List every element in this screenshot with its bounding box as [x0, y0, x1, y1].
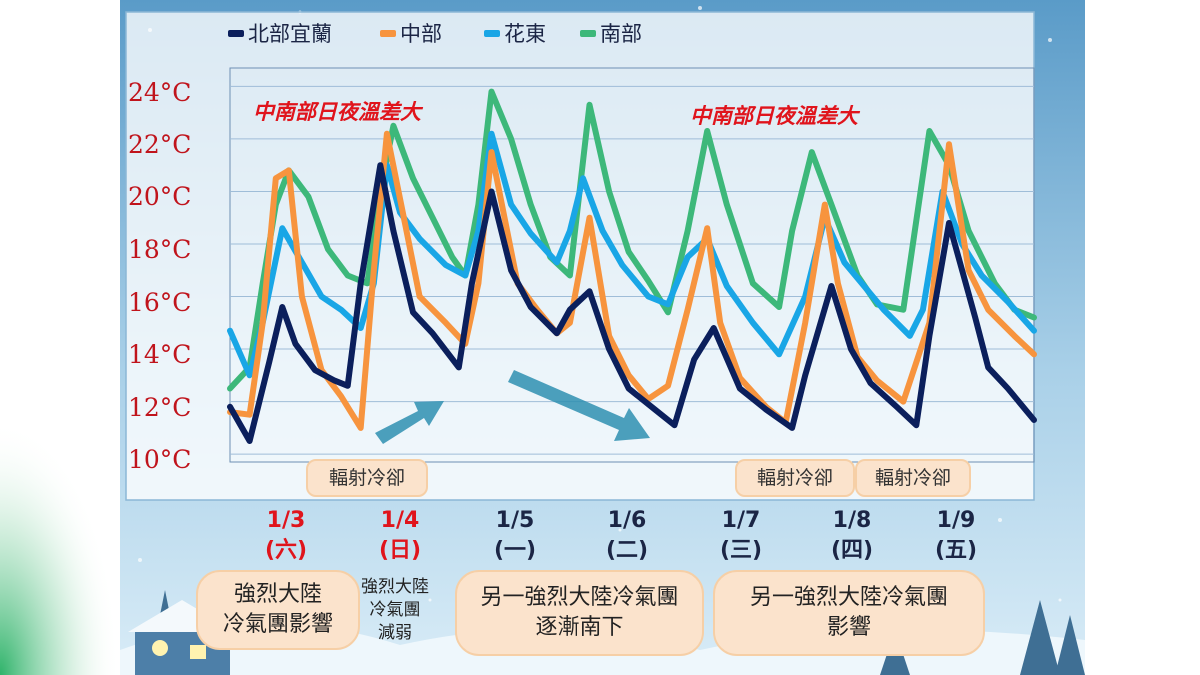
radiative-cooling-label: 輻射冷卻: [735, 459, 855, 497]
plot-area-border: [229, 67, 1035, 463]
date-text: 1/9: [936, 508, 976, 533]
date-text: 1/7: [721, 508, 761, 533]
y-tick-label: 10°C: [128, 445, 192, 474]
date-text: 1/3: [266, 508, 306, 533]
cold-air-approaching-box: 另一強烈大陸冷氣團 逐漸南下: [455, 570, 704, 656]
legend-swatch: [484, 29, 500, 37]
arrow-icon: [375, 401, 444, 444]
legend-label: 北部宜蘭: [248, 22, 332, 46]
y-tick-label: 20°C: [128, 182, 192, 211]
date-text: 1/8: [832, 508, 872, 533]
legend-label: 南部: [600, 22, 642, 46]
weekday-text: (一): [493, 538, 537, 563]
date-label-0104: 1/4 (日): [360, 506, 440, 566]
annotation-day-night-diff-left: 中南部日夜溫差大: [253, 100, 421, 124]
series-line-central: [227, 130, 1037, 431]
radiative-cooling-label: 輻射冷卻: [306, 459, 428, 497]
weekday-text: (六): [264, 538, 308, 563]
legend-swatch: [380, 29, 396, 37]
date-label-0107: 1/7 (三): [701, 506, 781, 566]
cold-air-strong-box: 強烈大陸 冷氣團影響: [196, 570, 360, 650]
y-tick-label: 14°C: [128, 340, 192, 369]
weekday-text: (二): [605, 538, 649, 563]
annotation-day-night-diff-right: 中南部日夜溫差大: [690, 104, 858, 128]
legend-item-central: 中部: [380, 18, 442, 48]
date-label-0106: 1/6 (二): [587, 506, 667, 566]
trend-arrows: [375, 370, 650, 444]
date-label-0105: 1/5 (一): [475, 506, 555, 566]
cold-air-weakening-text: 強烈大陸 冷氣團 減弱: [361, 577, 429, 643]
legend-label: 花東: [504, 22, 546, 46]
date-label-0108: 1/8 (四): [812, 506, 892, 566]
y-tick-label: 12°C: [128, 393, 192, 422]
legend-item-north: 北部宜蘭: [228, 18, 332, 48]
legend-item-east: 花東: [484, 18, 546, 48]
weekday-text: (五): [934, 538, 978, 563]
series-line-north: [227, 162, 1037, 444]
date-label-0103: 1/3 (六): [246, 506, 326, 566]
series-layer: [227, 88, 1037, 444]
weekday-text: (三): [719, 538, 763, 563]
legend-swatch: [580, 29, 596, 37]
weekday-text: (日): [378, 538, 422, 563]
legend-label: 中部: [400, 22, 442, 46]
date-text: 1/5: [495, 508, 535, 533]
y-tick-label: 16°C: [128, 288, 192, 317]
arrow-icon: [508, 370, 650, 441]
date-label-0109: 1/9 (五): [916, 506, 996, 566]
date-text: 1/6: [607, 508, 647, 533]
legend-swatch: [228, 29, 244, 37]
cold-air-influence-box: 另一強烈大陸冷氣團 影響: [713, 570, 985, 656]
radiative-cooling-label: 輻射冷卻: [855, 459, 971, 497]
weekday-text: (四): [830, 538, 874, 563]
y-tick-label: 22°C: [128, 130, 192, 159]
y-tick-label: 24°C: [128, 78, 192, 107]
y-tick-label: 18°C: [128, 235, 192, 264]
legend-item-south: 南部: [580, 18, 642, 48]
date-text: 1/4: [380, 508, 420, 533]
